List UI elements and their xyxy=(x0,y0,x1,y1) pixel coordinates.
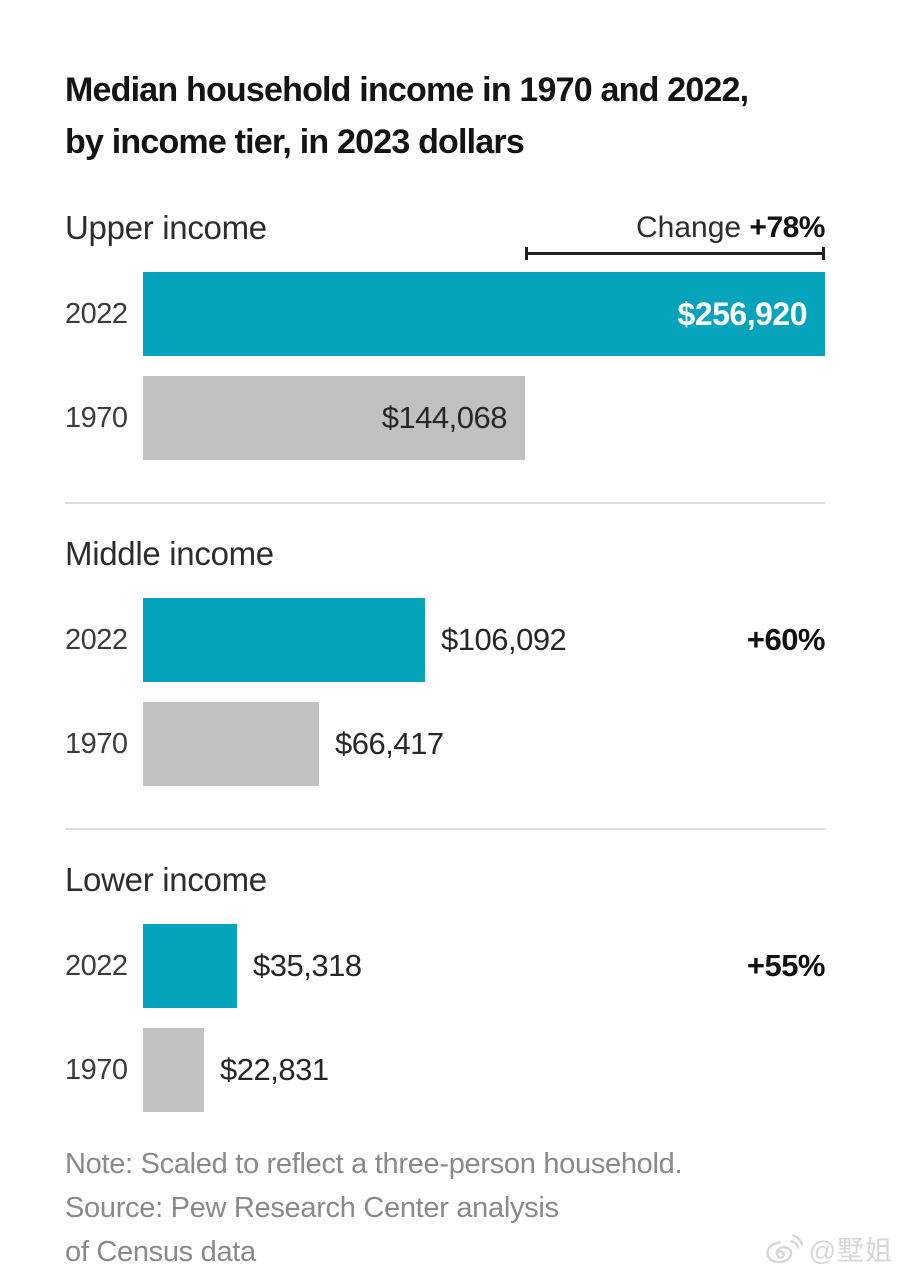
tier-label-lower: Lower income xyxy=(65,861,267,898)
title-line-1: Median household income in 1970 and 2022… xyxy=(65,71,749,109)
value-label-lower-2022: $35,318 xyxy=(253,948,362,983)
source-line-2: of Census data xyxy=(65,1236,256,1268)
bar-lower-1970 xyxy=(143,1028,204,1112)
chart-footnote: Note: Scaled to reflect a three-person h… xyxy=(65,1142,825,1274)
year-label: 1970 xyxy=(65,1053,128,1086)
value-label-middle-2022: $106,092 xyxy=(441,622,567,657)
tier-head-middle: Middle income xyxy=(65,532,825,584)
bar-row-lower-1970: 1970 $22,831 xyxy=(65,1028,825,1112)
bar-middle-2022 xyxy=(143,598,425,682)
value-label-upper-1970: $144,068 xyxy=(381,400,508,435)
bar-row-upper-2022: 2022 $256,920 xyxy=(65,272,825,356)
change-label-upper: Change +78% xyxy=(635,208,826,248)
year-label: 2022 xyxy=(65,623,128,656)
year-label: 1970 xyxy=(65,401,128,434)
title-line-2: by income tier, in 2023 dollars xyxy=(65,123,525,161)
tier-section-middle: Middle income 2022 $106,092 +60% 1970 $6… xyxy=(65,532,826,786)
watermark: @墅姐 xyxy=(765,1229,893,1268)
bar-row-lower-2022: 2022 $35,318 +55% xyxy=(65,924,826,1008)
note-line: Note: Scaled to reflect a three-person h… xyxy=(65,1148,683,1180)
bar-row-upper-1970: 1970 $144,068 xyxy=(65,376,825,460)
bar-lower-2022 xyxy=(143,924,237,1008)
value-label-lower-1970: $22,831 xyxy=(220,1052,329,1087)
bar-row-middle-2022: 2022 $106,092 +60% xyxy=(65,598,826,682)
bar-middle-1970 xyxy=(143,702,319,786)
percent-change-middle: +60% xyxy=(746,622,826,657)
bar-row-middle-1970: 1970 $66,417 xyxy=(65,702,825,786)
tier-section-upper: Upper income Change +78% 2022 $256,920 1… xyxy=(65,206,825,460)
tier-head-upper: Upper income Change +78% xyxy=(65,206,826,261)
bar-upper-1970: $144,068 xyxy=(143,376,525,460)
page-title: Median household income in 1970 and 2022… xyxy=(65,64,825,168)
section-divider xyxy=(65,502,825,504)
year-label: 2022 xyxy=(65,949,128,982)
bar-upper-2022: $256,920 xyxy=(143,272,825,356)
change-bracket xyxy=(525,247,825,261)
change-value-upper: +78% xyxy=(749,211,825,244)
year-label: 1970 xyxy=(65,727,128,760)
tier-label-middle: Middle income xyxy=(65,535,274,572)
change-word: Change xyxy=(635,211,742,244)
weibo-icon xyxy=(765,1233,803,1264)
watermark-text: @墅姐 xyxy=(808,1236,893,1266)
source-line: Source: Pew Research Center analysis xyxy=(65,1192,559,1224)
tier-label-upper: Upper income xyxy=(65,209,267,246)
section-divider xyxy=(65,828,825,830)
year-label: 2022 xyxy=(65,297,128,330)
tier-section-lower: Lower income 2022 $35,318 +55% 1970 $22,… xyxy=(65,858,826,1112)
percent-change-lower: +55% xyxy=(746,948,826,983)
value-label-upper-2022: $256,920 xyxy=(677,295,808,332)
value-label-middle-1970: $66,417 xyxy=(335,726,444,761)
tier-head-lower: Lower income xyxy=(65,858,825,910)
